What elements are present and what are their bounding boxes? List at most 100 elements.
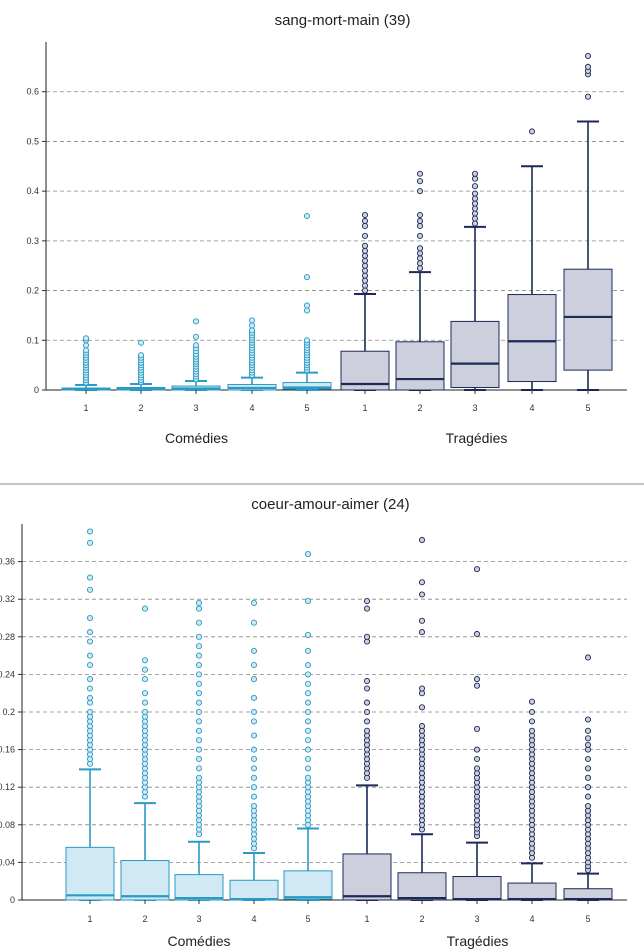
box (65, 846, 115, 901)
outlier-point (195, 755, 203, 763)
outlier-point (584, 765, 592, 772)
outlier-point (363, 708, 371, 716)
y-tick-label: 0.2 (2, 707, 15, 717)
outlier-point (584, 802, 592, 810)
outlier-point (363, 727, 371, 734)
outlier-point (304, 647, 312, 654)
x-tick-label: 3 (196, 914, 201, 924)
outlier-point (303, 274, 311, 281)
box (452, 876, 502, 901)
outlier-point (304, 671, 312, 678)
outlier-point (416, 178, 424, 185)
outlier-point (471, 205, 479, 212)
outlier-point (304, 631, 312, 638)
outlier-point (528, 708, 536, 716)
outlier-point (137, 339, 145, 346)
outlier-point (418, 579, 426, 586)
chart-title: coeur-amour-aimer (24) (251, 496, 409, 513)
outlier-point (250, 784, 258, 791)
outlier-point (195, 661, 203, 669)
outlier-point (416, 245, 424, 252)
outlier-point (471, 220, 479, 227)
outlier-point (141, 657, 149, 664)
outlier-point (304, 690, 312, 697)
x-tick-label: 5 (585, 403, 590, 413)
outlier-point (304, 755, 312, 763)
outlier-point (250, 746, 258, 753)
outlier-point (361, 262, 369, 269)
outlier-point (86, 694, 94, 701)
outlier-point (86, 586, 94, 593)
outlier-point (584, 793, 592, 800)
y-tick-label: 0.3 (26, 236, 39, 246)
outlier-point (195, 718, 203, 725)
outlier-point (250, 676, 258, 683)
outlier-point (361, 252, 369, 259)
outlier-point (250, 599, 258, 607)
outlier-point (416, 255, 424, 262)
y-tick-label: 0.04 (0, 857, 15, 867)
outlier-point (418, 536, 426, 544)
outlier-point (304, 708, 312, 716)
outlier-point (361, 217, 369, 225)
outlier-point (250, 708, 258, 716)
x-tick-label: 5 (304, 403, 309, 413)
box (395, 341, 445, 391)
outlier-point (473, 755, 481, 763)
outlier-point (473, 682, 481, 689)
outlier-point (195, 699, 203, 706)
group-label: Comédies (167, 933, 230, 949)
y-tick-label: 0 (10, 895, 15, 905)
outlier-point (584, 716, 592, 723)
outlier-point (416, 170, 424, 177)
outlier-point (361, 287, 369, 294)
outlier-point (528, 718, 536, 725)
outlier-point (303, 337, 311, 344)
box (563, 268, 613, 371)
outlier-point (361, 277, 369, 284)
outlier-point (250, 619, 258, 626)
y-tick-label: 0.24 (0, 669, 15, 679)
outlier-point (361, 232, 369, 239)
box (282, 382, 332, 390)
outlier-point (248, 322, 256, 329)
outlier-point (195, 680, 203, 687)
outlier-point (303, 212, 311, 220)
outlier-point (303, 307, 311, 314)
y-tick-label: 0.1 (26, 335, 39, 345)
outlier-point (82, 347, 90, 354)
outlier-point (195, 633, 203, 640)
outlier-point (82, 342, 90, 349)
outlier-point (195, 708, 203, 716)
outlier-point (250, 718, 258, 725)
outlier-point (361, 247, 369, 254)
outlier-point (195, 671, 203, 678)
outlier-point (250, 774, 258, 781)
outlier-point (248, 327, 256, 334)
outlier-point (304, 551, 312, 558)
outlier-point (363, 677, 371, 685)
outlier-point (304, 746, 312, 753)
y-tick-label: 0.08 (0, 820, 15, 830)
outlier-point (86, 652, 94, 659)
x-tick-label: 4 (249, 403, 254, 413)
outlier-point (86, 685, 94, 692)
outlier-point (584, 727, 592, 734)
outlier-point (304, 737, 312, 744)
outlier-point (248, 317, 256, 324)
outlier-point (471, 200, 479, 207)
x-tick-label: 3 (474, 914, 479, 924)
x-tick-label: 1 (362, 403, 367, 413)
outlier-point (250, 661, 258, 669)
outlier-point (250, 694, 258, 701)
y-tick-label: 0.4 (26, 186, 39, 196)
outlier-point (473, 630, 481, 638)
outlier-point (416, 265, 424, 272)
x-tick-label: 4 (529, 403, 534, 413)
outlier-point (361, 257, 369, 264)
outlier-point (304, 661, 312, 669)
outlier-point (584, 784, 592, 791)
outlier-point (192, 318, 200, 325)
outlier-point (418, 629, 426, 636)
outlier-point (304, 598, 312, 605)
